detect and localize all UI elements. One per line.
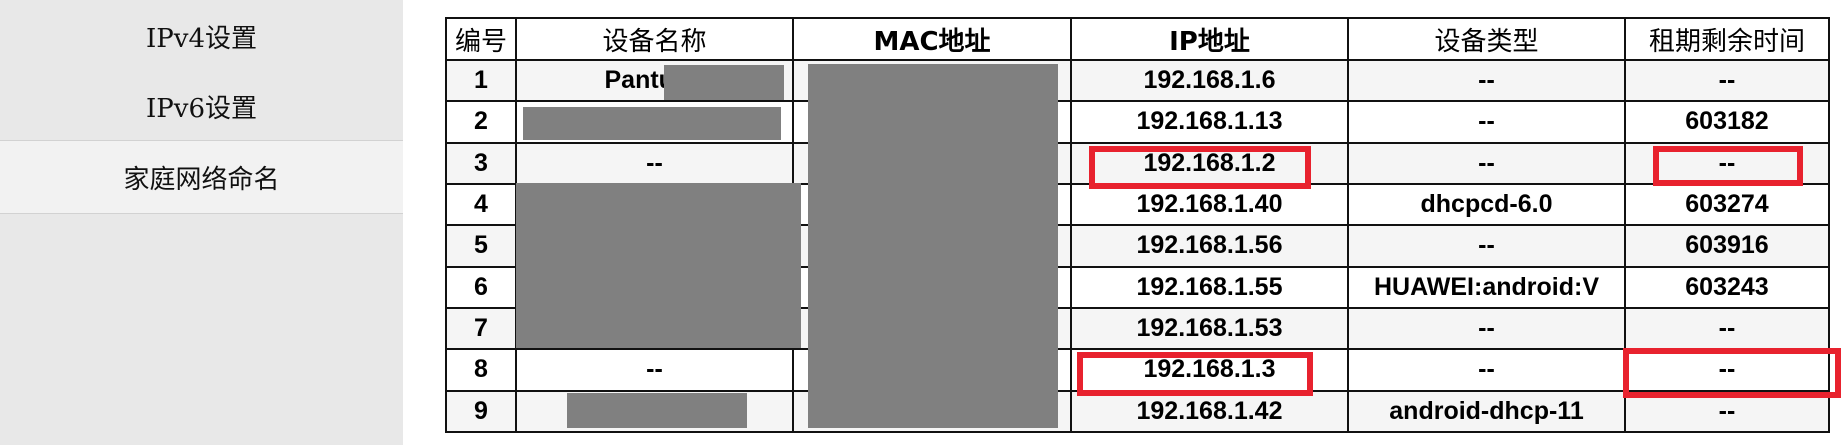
header-device-name: 设备名称 [515,17,794,61]
header-ip-address: IP地址 [1070,17,1349,61]
cell-number: 7 [445,306,517,351]
cell-lease-remaining: 603916 [1624,224,1830,268]
highlight-box-lease-3 [1653,146,1803,186]
cell-ip-address: 192.168.1.56 [1070,224,1349,268]
cell-device-type: android-dhcp-11 [1347,389,1626,434]
cell-ip-address: 192.168.1.13 [1070,100,1349,144]
redaction-mask [516,183,801,348]
cell-device-type: -- [1347,141,1626,185]
cell-number: 5 [445,224,517,268]
redaction-mask [567,393,747,428]
table-header-row: 编号 设备名称 MAC地址 IP地址 设备类型 租期剩余时间 [445,17,1830,61]
redaction-mask [523,107,781,140]
sidebar-item-home-network-naming[interactable]: 家庭网络命名 [0,140,403,214]
header-mac-address: MAC地址 [792,17,1072,61]
cell-ip-address: 192.168.1.40 [1070,182,1349,227]
cell-lease-remaining: -- [1624,306,1830,351]
header-number: 编号 [445,17,517,61]
cell-device-type: -- [1347,58,1626,103]
redaction-mask [808,64,1058,428]
cell-ip-address: 192.168.1.42 [1070,389,1349,434]
cell-ip-address: 192.168.1.6 [1070,58,1349,103]
sidebar-item-ipv6-settings[interactable]: IPv6设置 [146,93,257,124]
header-device-type: 设备类型 [1347,17,1626,61]
cell-ip-address: 192.168.1.55 [1070,265,1349,309]
sidebar: IPv4设置 IPv6设置 家庭网络命名 [0,0,403,445]
cell-device-name: -- [515,348,794,392]
cell-lease-remaining: 603274 [1624,182,1830,227]
cell-device-type: HUAWEI:android:V [1347,265,1626,309]
cell-number: 4 [445,182,517,227]
redaction-mask [664,65,784,100]
header-lease-remaining: 租期剩余时间 [1624,17,1830,61]
highlight-box-ip-8 [1077,352,1313,396]
cell-ip-address: 192.168.1.53 [1070,306,1349,351]
highlight-box-lease-8 [1623,348,1841,398]
cell-number: 1 [445,58,517,103]
cell-lease-remaining: 603182 [1624,100,1830,144]
table-row: 1 Pantum- 192.168.1.6 -- -- [445,58,1830,103]
highlight-box-ip-3 [1089,146,1311,189]
cell-number: 8 [445,348,517,392]
cell-lease-remaining: -- [1624,58,1830,103]
cell-lease-remaining: 603243 [1624,265,1830,309]
cell-number: 2 [445,100,517,144]
cell-number: 6 [445,265,517,309]
sidebar-item-ipv4-settings[interactable]: IPv4设置 [146,23,257,54]
cell-lease-remaining: -- [1624,348,1830,392]
cell-device-name: -- [515,141,794,185]
cell-device-type: -- [1347,306,1626,351]
cell-device-type: -- [1347,224,1626,268]
cell-device-type: dhcpcd-6.0 [1347,182,1626,227]
cell-number: 9 [445,389,517,434]
cell-device-type: -- [1347,348,1626,392]
cell-device-type: -- [1347,100,1626,144]
cell-number: 3 [445,141,517,185]
